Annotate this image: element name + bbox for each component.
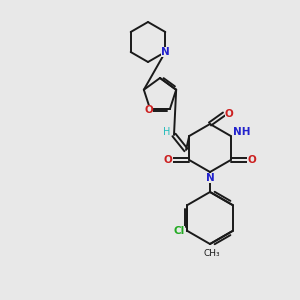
Text: N: N bbox=[161, 47, 170, 57]
Text: CH₃: CH₃ bbox=[204, 250, 220, 259]
Text: Cl: Cl bbox=[174, 226, 185, 236]
Text: H: H bbox=[163, 127, 171, 137]
Text: O: O bbox=[164, 155, 172, 165]
Text: O: O bbox=[145, 105, 153, 115]
Text: N: N bbox=[206, 173, 214, 183]
Text: NH: NH bbox=[233, 127, 250, 137]
Text: O: O bbox=[248, 155, 256, 165]
Text: O: O bbox=[225, 109, 233, 119]
